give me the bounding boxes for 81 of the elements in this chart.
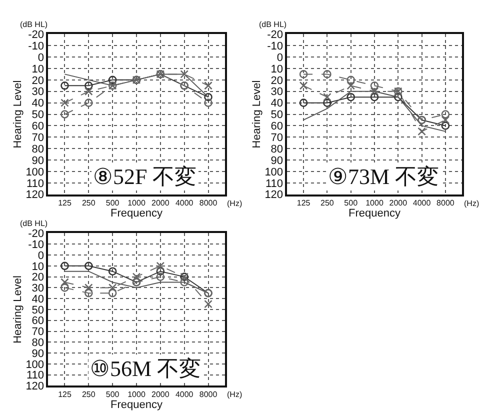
y-tick-label: 40	[32, 98, 44, 110]
y-tick-label: 70	[32, 326, 44, 338]
y-tick-label: 80	[32, 143, 44, 156]
x-tick-label: 500	[344, 198, 358, 208]
y-tick-label: -10	[267, 40, 284, 52]
x-tick-label: 4000	[175, 390, 194, 400]
x-tick-label: 500	[106, 390, 120, 400]
y-axis-title: Hearing Level	[12, 80, 24, 148]
y-tick-label: -20	[28, 228, 44, 240]
x-tick-label: 125	[296, 198, 311, 208]
text: (Hz)	[227, 199, 242, 208]
text: (Hz)	[464, 199, 480, 208]
y-tick-label: 10	[32, 63, 44, 76]
y-tick-label: 110	[26, 370, 44, 382]
y-tick-label: 100	[264, 166, 284, 178]
y-tick-label: 0	[38, 250, 44, 262]
y-tick-label: 0	[38, 52, 44, 64]
y-tick-label: 40	[32, 293, 44, 306]
x-tick-label: 125	[58, 198, 72, 208]
y-tick-label: 60	[270, 120, 284, 133]
y-tick-label: 80	[32, 337, 44, 350]
y-tick-label: 40	[270, 98, 284, 110]
y-tick-label: 70	[32, 132, 44, 144]
y-tick-label: -20	[28, 28, 44, 41]
x-tick-label: 250	[82, 198, 96, 208]
x-tick-label: 250	[320, 198, 334, 208]
x-axis-title: Frequency	[110, 399, 163, 412]
text: (Hz)	[227, 390, 242, 399]
y-tick-label: 120	[26, 189, 44, 202]
x-tick-label: 2000	[152, 198, 170, 208]
text: (dB HL)	[20, 219, 48, 228]
y-tick-label: 90	[32, 348, 44, 360]
y-tick-label: 0	[276, 52, 284, 64]
y-tick-label: 110	[26, 178, 44, 190]
y-tick-label: 30	[32, 282, 44, 295]
annotation: ⑩56M 不変	[90, 356, 202, 381]
y-tick-label: -10	[28, 238, 44, 251]
y-tick-label: 100	[26, 166, 44, 178]
annotation: ⑧52F 不変	[93, 164, 197, 189]
y-tick-label: 90	[270, 154, 284, 167]
y-tick-label: 70	[270, 132, 284, 144]
x-tick-label: 8000	[199, 390, 218, 400]
y-tick-label: 20	[32, 272, 44, 284]
y-tick-label: -20	[267, 28, 284, 41]
y-tick-label: 10	[32, 260, 44, 273]
x-tick-label: 1000	[128, 198, 146, 208]
x-axis-title: Frequency	[110, 208, 163, 220]
y-tick-label: 20	[270, 74, 284, 87]
text: (dB HL)	[20, 20, 48, 29]
x-tick-label: 4000	[175, 198, 194, 208]
x-tick-label: 1000	[128, 390, 146, 400]
y-tick-label: -10	[28, 40, 44, 52]
y-tick-label: 90	[32, 154, 44, 167]
text: (dB HL)	[259, 20, 287, 29]
x-tick-label: 8000	[199, 198, 218, 208]
y-tick-label: 60	[32, 120, 44, 133]
y-tick-label: 80	[270, 143, 284, 156]
y-tick-label: 50	[270, 109, 284, 122]
x-tick-label: 125	[58, 390, 72, 400]
x-tick-label: 1000	[366, 198, 384, 208]
x-tick-label: 250	[82, 390, 96, 400]
x-axis-title: Frequency	[348, 208, 401, 220]
x-tick-label: 2000	[389, 198, 408, 208]
y-tick-label: 30	[32, 86, 44, 98]
y-tick-label: 10	[270, 63, 284, 76]
y-tick-label: 20	[32, 74, 44, 87]
y-tick-label: 60	[32, 315, 44, 328]
y-tick-label: 120	[26, 380, 44, 393]
x-tick-label: 500	[106, 198, 120, 208]
y-tick-label: 120	[264, 189, 284, 202]
y-tick-label: 30	[270, 86, 284, 98]
y-axis-title: Hearing Level	[12, 276, 24, 344]
y-axis-title: Hearing Level	[250, 80, 263, 148]
x-tick-label: 8000	[436, 198, 455, 208]
x-tick-label: 4000	[412, 198, 432, 208]
annotation: ⑨73M 不変	[328, 164, 440, 189]
x-tick-label: 2000	[152, 390, 170, 400]
y-tick-label: 50	[32, 109, 44, 122]
y-tick-label: 100	[26, 358, 44, 371]
y-tick-label: 50	[32, 304, 44, 316]
y-tick-label: 110	[266, 178, 284, 190]
